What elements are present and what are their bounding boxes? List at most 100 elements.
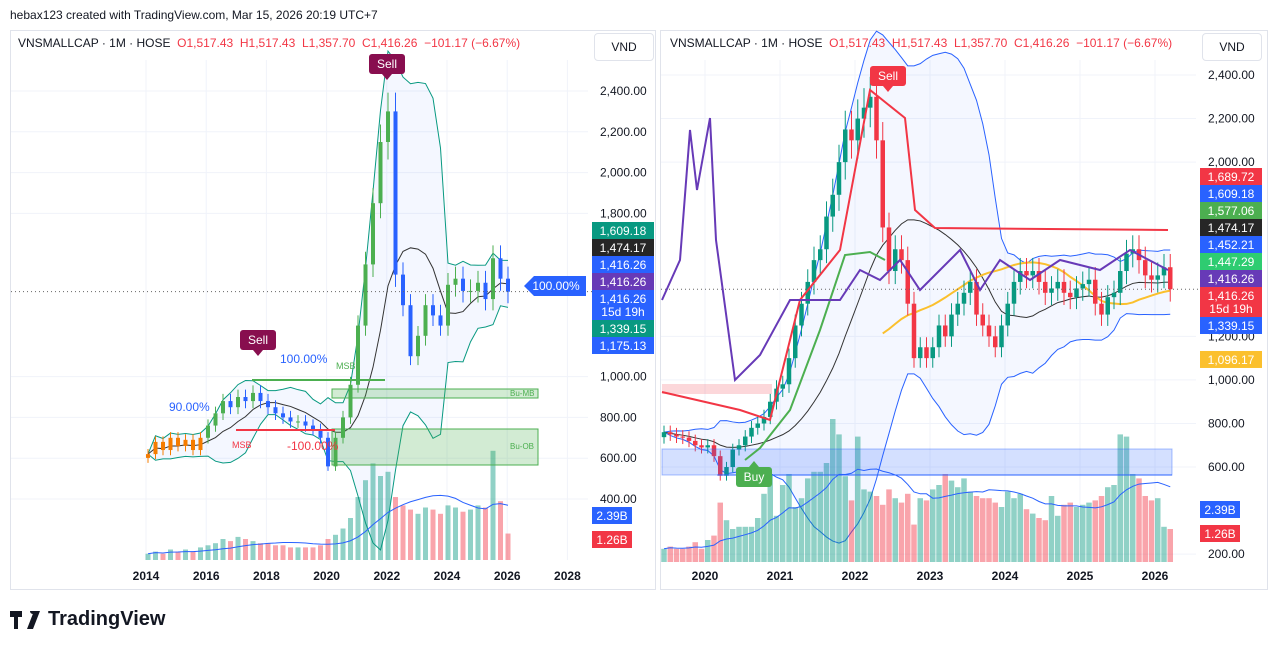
candle-body: [378, 142, 383, 204]
open: O1,517.43: [829, 36, 886, 50]
supertrend-bull-line: [744, 250, 886, 461]
candle-body: [861, 107, 867, 119]
symbol: VNSMALLCAP · 1M · HOSE: [670, 36, 823, 50]
candle-body: [258, 392, 263, 402]
volume-bar: [243, 539, 248, 560]
price-tag-label: 1,416.26: [600, 275, 647, 289]
candle-body: [333, 437, 338, 467]
volume-bar: [310, 547, 316, 560]
volume-bar: [235, 536, 241, 560]
symbol: VNSMALLCAP · 1M · HOSE: [18, 36, 171, 50]
left-chart-panel[interactable]: [10, 30, 656, 590]
volume-bar: [673, 548, 680, 562]
sell-signal-left-1-label: Sell: [248, 333, 268, 347]
price-tag: [592, 320, 654, 337]
currency-button[interactable]: VND: [1202, 33, 1262, 61]
candle-body: [1068, 292, 1073, 298]
price-tag: [592, 239, 654, 256]
volume-bar: [942, 474, 948, 562]
candle-body: [718, 456, 723, 476]
sell-signal-pointer: [883, 86, 893, 92]
x-tick-label: 2022: [373, 569, 400, 583]
volume-bar: [686, 546, 692, 562]
candle-body: [506, 278, 510, 292]
candle-body: [974, 281, 979, 315]
y-tick-label: 2,200.00: [1208, 112, 1255, 126]
volume-bar: [1130, 474, 1136, 562]
volume-bar: [742, 526, 748, 562]
price-tag-label: 1,416.26: [600, 292, 647, 306]
volume-bar: [1155, 498, 1161, 562]
price-tag: [1200, 270, 1262, 287]
candle-body: [438, 315, 443, 326]
volume-bar: [213, 543, 218, 560]
volume-bar: [1073, 507, 1080, 562]
candle-body: [1105, 297, 1110, 315]
currency-button[interactable]: VND: [594, 33, 654, 61]
right-chart-panel[interactable]: [660, 30, 1268, 590]
candle-body: [668, 432, 673, 435]
candle-body: [1118, 271, 1123, 293]
volume-bar: [1067, 502, 1073, 562]
volume-bar: [1036, 518, 1042, 562]
bollinger-basis-line: [663, 219, 1171, 448]
volume-bar: [698, 548, 705, 562]
bollinger-fill: [148, 51, 508, 550]
countdown-label: 15d 19h: [1209, 302, 1252, 316]
candle-body: [1005, 303, 1010, 326]
candle-body: [431, 305, 435, 316]
candle-body: [1080, 284, 1085, 289]
x-tick-label: 2018: [253, 569, 280, 583]
volume-bar: [1042, 520, 1048, 562]
candle-body: [326, 437, 330, 467]
volume-bar: [898, 502, 905, 562]
candle-body: [786, 358, 792, 385]
volume-bar: [355, 497, 361, 560]
change: −101.17 (−6.67%): [424, 36, 521, 50]
candle-body: [1036, 271, 1042, 282]
price-tag: [1200, 219, 1262, 236]
x-tick-label: 2026: [494, 569, 521, 583]
volume-ma-line: [147, 494, 509, 555]
price-tag-label: 1,452.21: [1208, 238, 1255, 252]
change: −101.17 (−6.67%): [1076, 36, 1173, 50]
candle-body: [491, 258, 495, 300]
volume-bar: [475, 505, 481, 560]
volume-bar: [817, 471, 823, 562]
close: C1,416.26: [1014, 36, 1070, 50]
candle-body: [986, 325, 992, 337]
candle-body: [311, 425, 315, 430]
price-tag: [1200, 202, 1262, 219]
candle-body: [206, 425, 210, 438]
candle-body: [730, 449, 735, 468]
candle-body: [1030, 271, 1035, 276]
candle-body: [943, 325, 948, 337]
volume-bar: [723, 520, 730, 562]
price-tag-label: 1,096.17: [1208, 353, 1255, 367]
price-tag: [592, 256, 654, 273]
sell-signal: [870, 66, 906, 86]
volume-bar: [490, 450, 496, 560]
candle-body: [251, 392, 255, 402]
price-tag: [1200, 350, 1262, 368]
volume-bar: [873, 496, 880, 562]
candle-body: [236, 397, 240, 408]
volume-bar: [1117, 434, 1123, 562]
candle-body: [288, 417, 293, 422]
volume-bar: [1136, 478, 1142, 562]
candle-body: [780, 384, 785, 389]
price-tag-label: 1,609.18: [1208, 187, 1255, 201]
volume-bar: [385, 471, 391, 560]
credit-text: hebax123 created with TradingView.com, M…: [10, 8, 378, 22]
candle-body: [183, 439, 188, 446]
candle-body: [386, 111, 390, 142]
candle-body: [303, 421, 308, 426]
supertrend-bear-line: [661, 88, 1169, 422]
candle-body: [680, 436, 685, 438]
candle-body: [936, 325, 942, 348]
right-legend: VNSMALLCAP · 1M · HOSE O1,517.43 H1,517.…: [670, 36, 1172, 50]
tradingview-logo[interactable]: TradingView: [10, 608, 165, 631]
candle-body: [371, 203, 375, 265]
volume-ma-line: [663, 468, 1171, 550]
